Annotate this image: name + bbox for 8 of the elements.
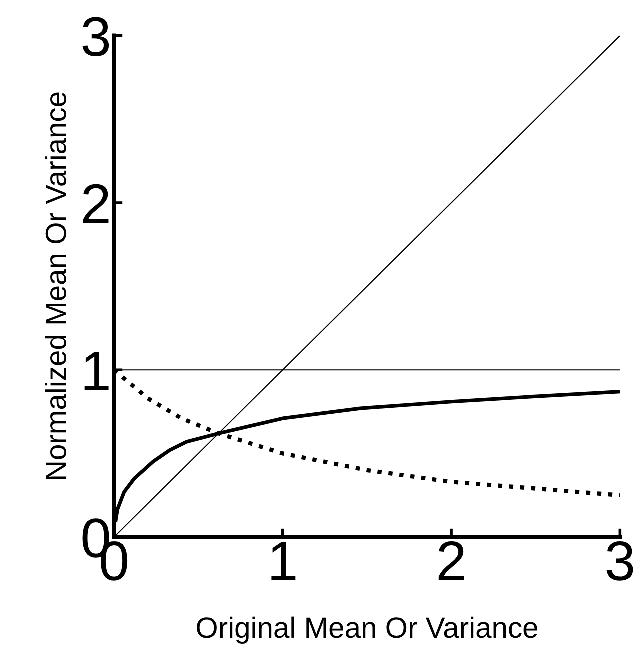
y-axis-title: Normalized Mean Or Variance bbox=[45, 92, 67, 480]
y-tick-label: 1 bbox=[84, 352, 109, 390]
x-tick-label: 1 bbox=[272, 542, 296, 580]
y-tick-label: 2 bbox=[83, 184, 109, 224]
y-tick-label: 3 bbox=[82, 17, 110, 57]
x-tick-label: 3 bbox=[606, 541, 634, 581]
x-axis-title: Original Mean Or Variance bbox=[197, 616, 538, 644]
x-tick-label: 2 bbox=[438, 541, 464, 580]
